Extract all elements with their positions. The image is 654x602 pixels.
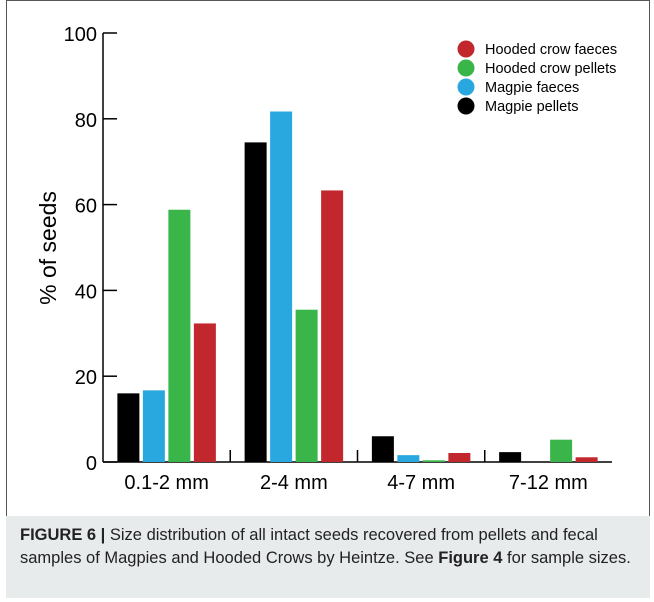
figure-caption: FIGURE 6 | Size distribution of all inta… (6, 516, 650, 598)
legend-label: Hooded crow pellets (485, 61, 616, 77)
legend-marker (457, 78, 475, 96)
x-axis: 0.1-2 mm 2-4 mm 4-7 mm 7-12 mm (103, 450, 612, 494)
legend: Hooded crow faeces Hooded crow pellets Mag… (457, 40, 617, 115)
bar-magpie-pellets-2 (371, 436, 394, 462)
x-tick-label: 2-4 mm (260, 472, 328, 494)
y-tick-label: 20 (75, 367, 97, 389)
bars (117, 111, 598, 463)
bar-magpie-pellets-3 (499, 452, 522, 462)
bar-hooded-crow-faeces-1 (321, 190, 344, 462)
x-tick-label: 4-7 mm (387, 472, 455, 494)
y-tick-label: 60 (75, 196, 97, 218)
bar-magpie-faeces-2 (397, 455, 420, 462)
x-tick-label: 0.1-2 mm (124, 472, 208, 494)
y-tick-label: 80 (75, 110, 97, 132)
y-tick-label: 40 (75, 281, 97, 303)
bar-hooded-crow-faeces-3 (575, 457, 598, 462)
bar-hooded-crow-faeces-2 (448, 452, 471, 462)
caption-figure-ref: Figure 4 (438, 549, 503, 567)
legend-label: Magpie pellets (485, 99, 579, 115)
legend-marker (457, 97, 475, 115)
y-axis: 0 20 40 60 80 100 (64, 24, 117, 475)
legend-label: Magpie faeces (485, 80, 579, 96)
figure-frame (6, 0, 650, 598)
bar-hooded-crow-pellets-1 (295, 309, 318, 462)
caption-text-1: Size distribution of all intact seeds re… (20, 526, 598, 567)
bar-hooded-crow-pellets-0 (168, 209, 191, 462)
caption-label: FIGURE 6 | (20, 526, 106, 544)
bar-hooded-crow-pellets-3 (550, 439, 573, 462)
bar-magpie-faeces-0 (142, 390, 165, 462)
caption-text-2: for sample sizes. (502, 549, 631, 567)
y-tick-label: 0 (86, 453, 97, 475)
bar-hooded-crow-faeces-0 (193, 323, 216, 462)
bar-magpie-faeces-1 (270, 111, 293, 463)
bar-magpie-pellets-0 (117, 393, 140, 462)
bar-hooded-crow-pellets-2 (422, 460, 445, 462)
y-tick-label: 100 (64, 24, 97, 46)
bar-chart: 0 20 40 60 80 100 0.1-2 mm 2-4 mm 4-7 mm 7-12 mm… (35, 24, 617, 494)
legend-label: Hooded crow faeces (485, 42, 617, 58)
legend-marker (457, 59, 475, 77)
bar-magpie-pellets-1 (244, 142, 267, 462)
x-tick-label: 7-12 mm (509, 472, 588, 494)
legend-marker (457, 40, 475, 58)
y-axis-label: % of seeds (35, 191, 61, 305)
